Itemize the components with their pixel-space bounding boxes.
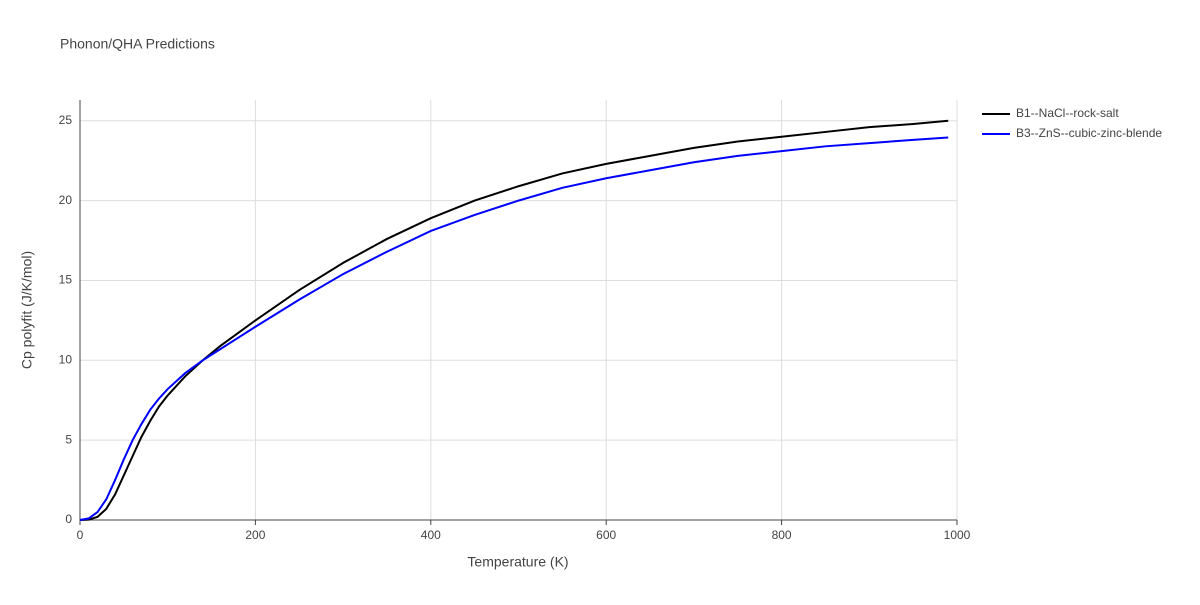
chart-title: Phonon/QHA Predictions	[60, 36, 215, 52]
line-series	[79, 136, 949, 521]
x-tick-label: 600	[596, 528, 616, 542]
y-tick-label: 5	[65, 432, 72, 446]
x-tick-label: 400	[421, 528, 441, 542]
x-tick-label: 0	[77, 528, 84, 542]
line-series	[79, 119, 949, 521]
x-tick-label: 200	[245, 528, 265, 542]
y-tick-label: 20	[59, 193, 73, 207]
y-tick-label: 10	[59, 352, 73, 366]
legend-label: B1--NaCl--rock-salt	[1016, 106, 1119, 120]
x-axis-title: Temperature (K)	[467, 554, 568, 570]
y-tick-label: 25	[59, 113, 73, 127]
x-tick-label: 800	[772, 528, 792, 542]
y-tick-label: 15	[59, 273, 73, 287]
y-tick-label: 0	[65, 512, 72, 526]
x-tick-label: 1000	[944, 528, 971, 542]
legend-label: B3--ZnS--cubic-zinc-blende	[1016, 126, 1162, 140]
y-axis-title: Cp polyfit (J/K/mol)	[19, 251, 35, 369]
